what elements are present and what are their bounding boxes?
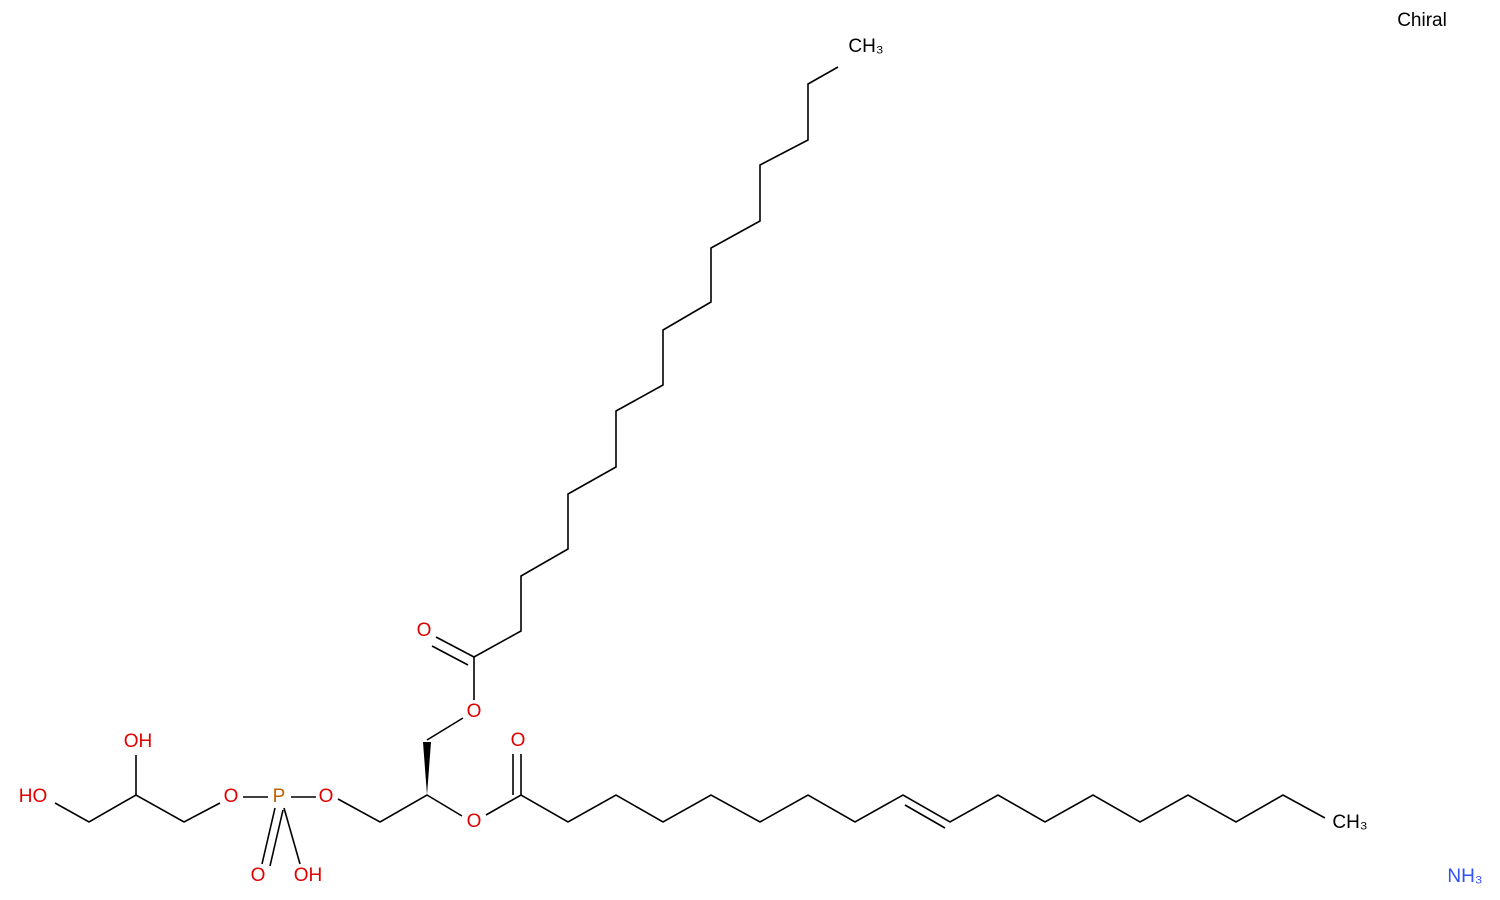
bond	[435, 636, 475, 658]
bond	[283, 807, 301, 865]
atom-label: P	[273, 786, 286, 807]
bonds	[54, 66, 1326, 867]
bottom-chain	[485, 794, 1326, 823]
bond	[261, 807, 276, 865]
wedge	[423, 742, 431, 795]
atom-label: O	[251, 865, 266, 886]
atom-label: OH	[124, 731, 153, 752]
atom-label: NH₃	[1447, 866, 1482, 887]
atom-label: O	[224, 786, 239, 807]
atom-label: O	[511, 730, 526, 751]
bond	[426, 717, 464, 741]
atom-label: O	[319, 786, 334, 807]
atom-label: HO	[19, 786, 48, 807]
atom-label: O	[467, 811, 482, 832]
atom-label: O	[417, 620, 432, 641]
glycerol	[337, 794, 463, 823]
atom-label: CH₃	[1332, 812, 1367, 833]
bond	[269, 809, 284, 867]
bond	[431, 645, 469, 666]
atom-label: O	[467, 701, 482, 722]
headgroup	[54, 794, 221, 823]
atom-label: CH₃	[848, 36, 883, 57]
chiral-label: Chiral	[1397, 10, 1447, 31]
top-chain	[473, 66, 839, 658]
atom-label: OH	[294, 865, 323, 886]
bond	[904, 804, 946, 829]
